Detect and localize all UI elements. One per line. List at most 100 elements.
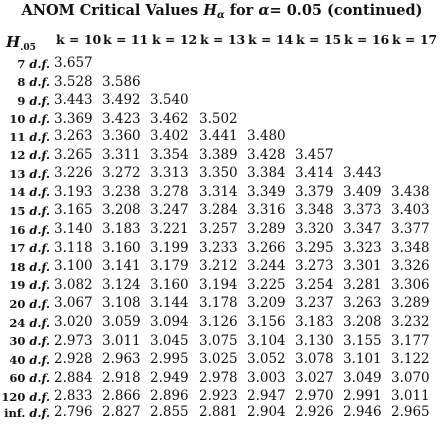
row-label-df: 13 d.f. [0,167,50,181]
table-cell: 3.238 [102,183,141,200]
table-cell: 3.140 [54,221,93,237]
table-cell: 3.082 [54,276,93,293]
table-cell: 3.144 [150,295,189,312]
table-cell: 3.354 [150,146,189,163]
table-cell: 3.257 [199,221,238,237]
column-header-k12: k = 12 [152,32,198,47]
table-cell: 3.278 [150,183,189,200]
table-cell: 3.003 [247,369,286,386]
table-cell: 3.049 [343,369,382,386]
row-label-df: 12 d.f. [0,148,50,162]
row-label-df: 18 d.f. [0,260,50,274]
table-cell: 3.320 [295,221,334,237]
column-header-k15: k = 15 [296,32,342,47]
table-cell: 2.949 [150,369,189,386]
table-cell: 3.314 [199,183,238,200]
row-label-df: 20 d.f. [0,297,50,311]
table-cell: 3.208 [343,314,382,330]
row-label-df-suffix: d.f. [25,259,50,274]
table-cell: 3.384 [247,165,286,182]
row-label-df-suffix: d.f. [25,112,50,127]
table-cell: 3.025 [199,351,238,368]
table-cell: 3.101 [343,351,382,368]
row-label-df: 24 d.f. [0,316,50,330]
row-label-df: 14 d.f. [0,185,50,199]
table-cell: 2.946 [343,404,382,420]
row-label-df-suffix: d.f. [25,334,50,349]
table-cell: 3.183 [102,221,141,237]
table-cell: 2.833 [54,388,93,405]
row-label-df: 11 d.f. [0,130,50,144]
table-cell: 3.289 [247,221,286,237]
table-cell: 3.492 [102,92,141,109]
table-cell: 3.156 [247,314,286,330]
column-header-k16: k = 16 [344,32,390,47]
table-cell: 3.225 [247,276,286,293]
table-cell: 2.866 [102,388,141,405]
table-cell: 3.108 [102,295,141,312]
row-label-df-value: 17 [9,241,26,256]
table-cell: 2.978 [199,369,238,386]
table-cell: 3.027 [295,369,334,386]
row-label-df-suffix: d.f. [25,129,50,144]
row-label-df: 10 d.f. [0,112,50,126]
row-label-df: 40 d.f. [0,353,50,367]
table-cell: 3.244 [247,258,286,275]
table-cell: 3.377 [391,221,430,237]
title-for: for [229,2,254,19]
table-cell: 3.160 [150,276,189,293]
row-label-df-value: 10 [9,112,26,127]
row-label-df-suffix: d.f. [25,56,50,71]
table-cell: 3.348 [391,239,430,256]
table-cell: 3.104 [247,332,286,349]
table-cell: 3.284 [199,202,238,219]
column-header-k13: k = 13 [200,32,246,47]
table-cell: 3.141 [102,258,141,275]
table-cell: 3.403 [391,202,430,219]
table-cell: 3.480 [247,128,286,144]
row-label-df-suffix: d.f. [25,352,50,367]
table-cell: 3.178 [199,295,238,312]
row-label-df-suffix: d.f. [25,241,50,256]
table-cell: 3.389 [199,146,238,163]
table-cell: 3.165 [54,202,93,219]
table-cell: 3.094 [150,314,189,330]
row-label-df-suffix: d.f. [25,389,50,404]
table-title: ANOM Critical Values Hα for α= 0.05 (con… [0,2,444,21]
table-cell: 3.160 [102,239,141,256]
table-cell: 3.266 [247,239,286,256]
table-cell: 3.059 [102,314,141,330]
table-cell: 3.349 [247,183,286,200]
row-label-df-value: 60 [9,371,26,386]
table-cell: 2.884 [54,369,93,386]
table-cell: 3.122 [391,351,430,368]
table-cell: 3.528 [54,73,93,90]
row-label-df-suffix: d.f. [25,148,50,163]
table-cell: 3.423 [102,110,141,127]
table-cell: 2.855 [150,404,189,420]
row-label-df: 17 d.f. [0,241,50,255]
row-label-df-value: inf. [4,405,26,420]
table-cell: 2.896 [150,388,189,405]
table-cell: 2.928 [54,351,93,368]
row-label-df: 30 d.f. [0,334,50,348]
row-label-df: 8 d.f. [0,75,50,89]
table-cell: 3.586 [102,73,141,90]
table-cell: 2.970 [295,388,334,405]
table-cell: 3.379 [295,183,334,200]
row-label-df-suffix: d.f. [25,93,50,108]
table-cell: 2.918 [102,369,141,386]
table-cell: 3.428 [247,146,286,163]
row-label-df: inf. d.f. [0,406,50,420]
row-label-df-suffix: d.f. [25,278,50,293]
table-cell: 3.265 [54,146,93,163]
title-symbol: H [203,2,217,19]
table-cell: 3.316 [247,202,286,219]
table-cell: 3.183 [295,314,334,330]
table-cell: 3.441 [199,128,238,144]
table-cell: 3.295 [295,239,334,256]
table-cell: 3.052 [247,351,286,368]
table-cell: 3.232 [391,314,430,330]
table-cell: 3.075 [199,332,238,349]
table-cell: 3.221 [150,221,189,237]
